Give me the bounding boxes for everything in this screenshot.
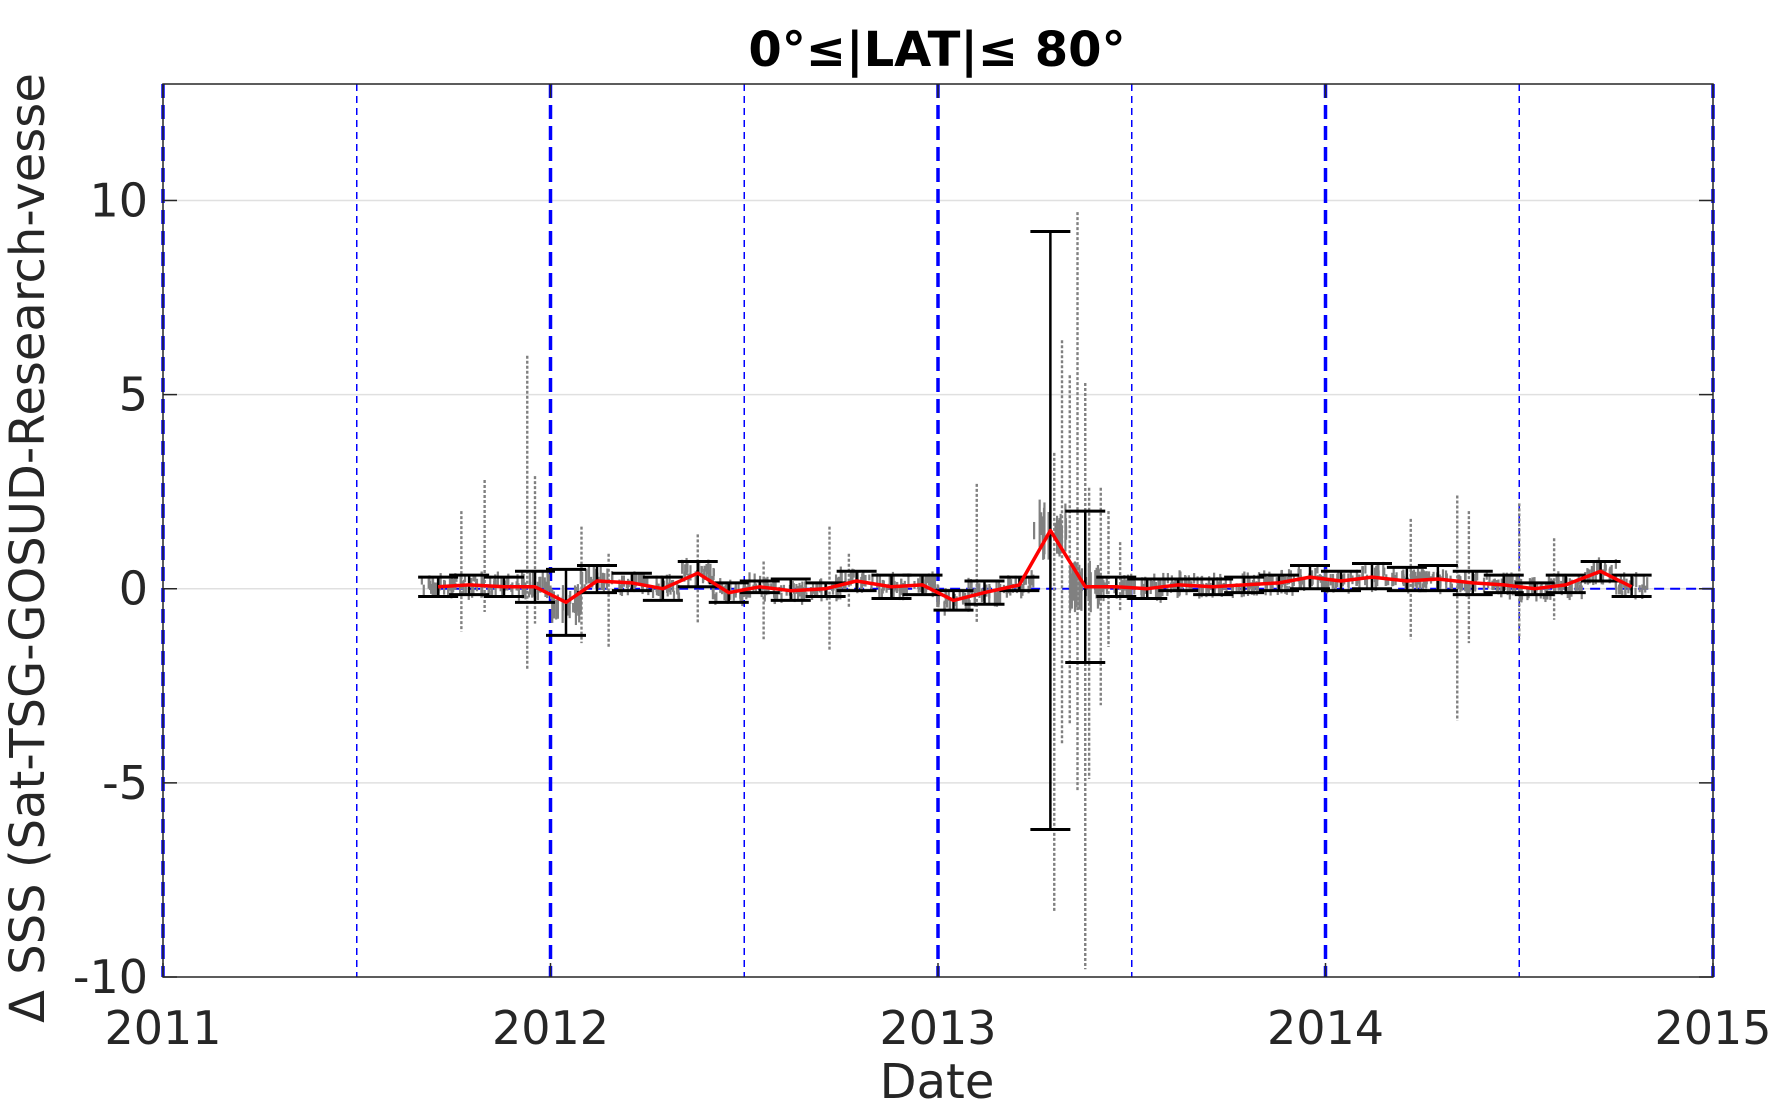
y-tick-label: 10 bbox=[89, 173, 148, 227]
y-tick-label: 0 bbox=[119, 562, 148, 616]
x-tick-label: 2015 bbox=[1654, 1001, 1771, 1055]
y-tick-label: -5 bbox=[102, 756, 148, 810]
x-tick-label: 2014 bbox=[1267, 1001, 1384, 1055]
x-tick-label: 2012 bbox=[492, 1001, 609, 1055]
x-tick-label: 2013 bbox=[879, 1001, 996, 1055]
mean-series-line bbox=[437, 528, 1633, 605]
x-tick-label: 2011 bbox=[104, 1001, 221, 1055]
y-axis-label: Δ SSS (Sat-TSG-GOSUD-Research-vesse bbox=[0, 73, 56, 1023]
mean-line bbox=[437, 528, 1633, 605]
tick-labels: 2011 2012 2013 2014 2015 -10 -5 0 5 10 bbox=[73, 173, 1772, 1055]
chart-title: 0°≤|LAT|≤ 80° bbox=[748, 22, 1125, 78]
y-tick-label: -10 bbox=[73, 950, 148, 1004]
y-tick-label: 5 bbox=[119, 368, 148, 422]
x-axis-label: Date bbox=[880, 1054, 995, 1110]
axes bbox=[162, 83, 1714, 978]
